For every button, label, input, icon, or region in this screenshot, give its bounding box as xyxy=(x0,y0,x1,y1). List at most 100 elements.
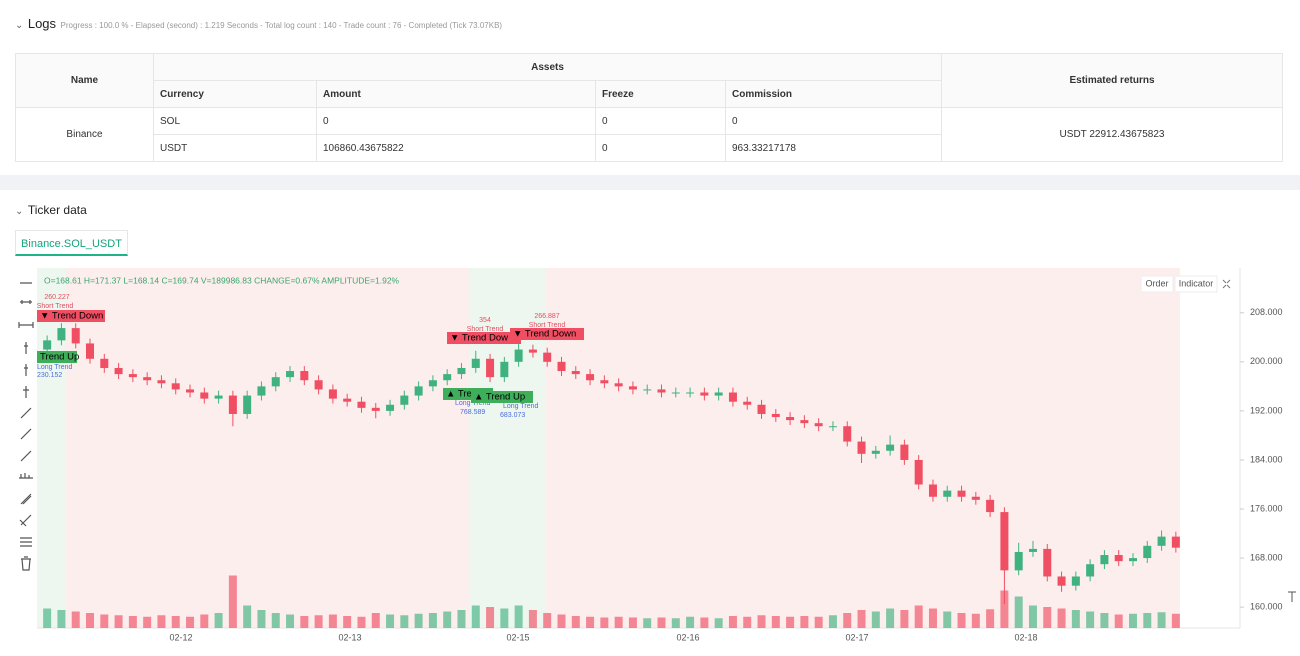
signal-box xyxy=(510,328,584,340)
candle-body xyxy=(57,328,66,341)
annotation: Short Trend xyxy=(529,322,566,329)
candle-body xyxy=(357,401,366,408)
candle-body xyxy=(1000,512,1009,571)
volume-bar xyxy=(57,610,66,628)
annotation: Long Trend xyxy=(455,400,491,407)
candle-body xyxy=(1014,551,1023,571)
fullscreen-icon[interactable] xyxy=(1222,279,1231,289)
volume-bar xyxy=(457,610,466,628)
signal-label: Trend Up xyxy=(40,352,79,363)
volume-bar xyxy=(800,616,809,628)
volume-bar xyxy=(143,616,152,628)
annotation: 354 xyxy=(479,317,491,324)
candle-body xyxy=(86,343,95,359)
candle-body xyxy=(543,352,552,362)
candle-body xyxy=(486,358,495,378)
tool-icon[interactable] xyxy=(21,556,31,571)
cell: 0 xyxy=(595,134,726,162)
volume-bar xyxy=(871,611,880,628)
candle-body xyxy=(671,392,680,394)
volume-bar xyxy=(786,616,795,628)
candle-body xyxy=(171,383,180,390)
candle-body xyxy=(871,450,880,454)
y-tick-label: 184.000 xyxy=(1250,454,1283,464)
candle-body xyxy=(914,459,923,485)
candle-body xyxy=(286,371,295,378)
candle-body xyxy=(186,389,195,393)
tool-icon[interactable] xyxy=(20,450,32,462)
candle-body xyxy=(371,407,380,411)
volume-bar xyxy=(1000,590,1009,628)
annotation: Short Trend xyxy=(467,326,504,333)
tool-icon[interactable] xyxy=(19,514,32,527)
scroll-top-icon[interactable] xyxy=(1288,591,1296,602)
ticker-header[interactable]: ⌄ Ticker data xyxy=(15,203,87,217)
volume-bar xyxy=(843,613,852,628)
tool-icon[interactable] xyxy=(18,322,34,328)
cell: SOL xyxy=(153,107,317,135)
volume-bar xyxy=(857,610,866,628)
tool-icon[interactable] xyxy=(20,300,32,304)
candle-body xyxy=(200,392,209,399)
tool-icon[interactable] xyxy=(20,537,32,547)
button-label[interactable]: Order xyxy=(1145,278,1168,288)
volume-bar xyxy=(343,616,352,628)
order-button[interactable] xyxy=(1140,275,1174,293)
tool-icon[interactable] xyxy=(19,473,33,479)
volume-bar xyxy=(486,607,495,628)
annotation: 683.073 xyxy=(500,412,525,419)
signal-label: ▲ Trend Up xyxy=(474,392,525,403)
tool-icon[interactable] xyxy=(20,407,32,419)
button-label[interactable]: Indicator xyxy=(1179,278,1214,288)
volume-bar xyxy=(957,613,966,628)
volume-bar xyxy=(357,616,366,628)
candle-body xyxy=(800,420,809,424)
ticker-tab[interactable]: Binance.SOL_USDT xyxy=(15,230,128,256)
tool-icon[interactable] xyxy=(24,364,28,376)
volume-bar xyxy=(128,616,137,628)
volume-bar xyxy=(86,613,95,628)
volume-bar xyxy=(1157,612,1166,628)
candle-body xyxy=(1171,536,1180,548)
volume-bar xyxy=(314,615,323,628)
candle-body xyxy=(414,386,423,396)
candle-body xyxy=(71,328,80,344)
indicator-button[interactable] xyxy=(1174,275,1218,293)
bull-zone xyxy=(37,268,65,628)
tool-icon[interactable] xyxy=(23,386,29,398)
candle-body xyxy=(143,377,152,381)
ohlc-info: O=168.61 H=171.37 L=168.14 C=169.74 V=18… xyxy=(44,275,400,285)
volume-bar xyxy=(200,614,209,628)
candle-body xyxy=(428,380,437,387)
candle-body xyxy=(986,499,995,513)
candle-body xyxy=(843,426,852,442)
volume-bar xyxy=(328,614,337,628)
candle-body xyxy=(743,401,752,405)
candle-body xyxy=(114,367,123,375)
y-tick-label: 168.000 xyxy=(1250,552,1283,562)
tool-icon[interactable] xyxy=(20,493,32,505)
candle-body xyxy=(957,490,966,497)
tool-icon[interactable] xyxy=(24,342,28,354)
chart: O=168.61 H=171.37 L=168.14 C=169.74 V=18… xyxy=(18,268,1296,642)
candle-body xyxy=(1100,555,1109,565)
volume-bar xyxy=(728,616,737,628)
annotation: Short Trend xyxy=(37,303,74,310)
candle-body xyxy=(500,361,509,378)
logs-header[interactable]: ⌄ Logs Progress : 100.0 % - Elapsed (sec… xyxy=(15,16,503,31)
candle-body xyxy=(600,380,609,384)
annotation: 230.152 xyxy=(37,372,62,379)
volume-bar xyxy=(271,613,280,628)
volume-bar xyxy=(986,609,995,628)
candle-body xyxy=(214,395,223,399)
candle-body xyxy=(771,413,780,418)
candle-body xyxy=(1028,548,1037,552)
candle-body xyxy=(886,444,895,451)
volume-bar xyxy=(114,615,123,628)
candle-body xyxy=(814,423,823,427)
candle-body xyxy=(1128,558,1137,562)
tool-icon[interactable] xyxy=(20,428,32,440)
cell: 106860.43675822 xyxy=(316,134,596,162)
